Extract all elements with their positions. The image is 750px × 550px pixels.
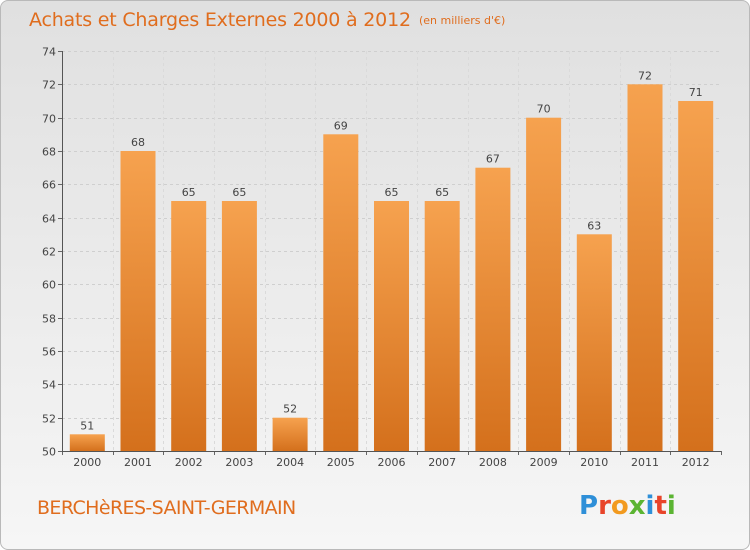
y-tick-label: 56 xyxy=(42,346,56,359)
x-tick-label: 2006 xyxy=(378,456,406,469)
bar-2011 xyxy=(627,84,663,452)
bar-value-label: 65 xyxy=(385,186,399,199)
bar-value-label: 63 xyxy=(587,219,601,232)
x-tick-label: 2012 xyxy=(682,456,710,469)
x-tick-label: 2010 xyxy=(580,456,608,469)
y-tick-label: 52 xyxy=(42,413,56,426)
bar-2004 xyxy=(272,417,308,451)
bar-2007 xyxy=(424,201,460,451)
y-tick-label: 58 xyxy=(42,313,56,326)
place-name: BERCHèRES-SAINT-GERMAIN xyxy=(37,497,296,519)
bar-value-label: 65 xyxy=(435,186,449,199)
x-tick-label: 2008 xyxy=(479,456,507,469)
x-tick-label: 2001 xyxy=(124,456,152,469)
y-tick-label: 54 xyxy=(42,379,56,392)
y-tick-label: 50 xyxy=(42,446,56,459)
bar-value-label: 71 xyxy=(689,86,703,99)
x-tick-label: 2009 xyxy=(530,456,558,469)
bar-value-label: 68 xyxy=(131,136,145,149)
logo-letter: i xyxy=(645,491,655,521)
y-tick-label: 68 xyxy=(42,146,56,159)
bar-value-label: 65 xyxy=(182,186,196,199)
bar-value-label: 52 xyxy=(283,403,297,416)
bar-2006 xyxy=(374,201,409,451)
bar-2001 xyxy=(120,151,156,451)
y-tick-label: 60 xyxy=(42,279,56,292)
logo-letter: o xyxy=(610,491,629,521)
logo-letter: t xyxy=(654,491,667,521)
x-tick-label: 2002 xyxy=(175,456,203,469)
y-tick-label: 74 xyxy=(42,46,56,59)
y-tick-label: 66 xyxy=(42,179,56,192)
x-tick-label: 2000 xyxy=(73,456,101,469)
labels: 50 52 54 56 58 60 62 64 66 68 70 72 74 51 2000 68 2001 65… xyxy=(42,46,710,470)
y-tick-label: 70 xyxy=(42,113,56,126)
chart-subtitle: (en milliers d'€) xyxy=(419,14,506,27)
bar-2002 xyxy=(171,201,207,451)
x-tick-label: 2005 xyxy=(327,456,355,469)
bar-value-label: 51 xyxy=(80,419,94,432)
y-tick-label: 72 xyxy=(42,79,56,92)
y-tick-label: 62 xyxy=(42,246,56,259)
y-tick-label: 64 xyxy=(42,213,56,226)
logo-letter: x xyxy=(628,491,646,521)
bar-2012 xyxy=(678,101,714,451)
bar-2005 xyxy=(323,134,359,452)
bar-value-label: 70 xyxy=(537,103,551,116)
x-tick-label: 2004 xyxy=(276,456,304,469)
bars xyxy=(69,84,714,452)
logo-letter: r xyxy=(598,491,611,521)
bar-value-label: 65 xyxy=(232,186,246,199)
axes xyxy=(58,51,722,455)
bar-2000 xyxy=(69,434,105,451)
proxiti-logo: Proxiti xyxy=(579,491,676,521)
logo-letter: P xyxy=(579,491,599,521)
bar-2010 xyxy=(576,234,612,451)
x-tick-label: 2007 xyxy=(428,456,456,469)
bar-2003 xyxy=(221,201,257,451)
chart-title: Achats et Charges Externes 2000 à 2012 xyxy=(29,9,411,31)
bar-value-label: 72 xyxy=(638,69,652,82)
bar-value-label: 67 xyxy=(486,153,500,166)
x-tick-label: 2003 xyxy=(225,456,253,469)
bar-value-label: 69 xyxy=(334,119,348,132)
x-tick-label: 2011 xyxy=(631,456,659,469)
bar-2009 xyxy=(526,117,562,451)
logo-letter: i xyxy=(666,491,676,521)
bar-2008 xyxy=(475,167,511,451)
